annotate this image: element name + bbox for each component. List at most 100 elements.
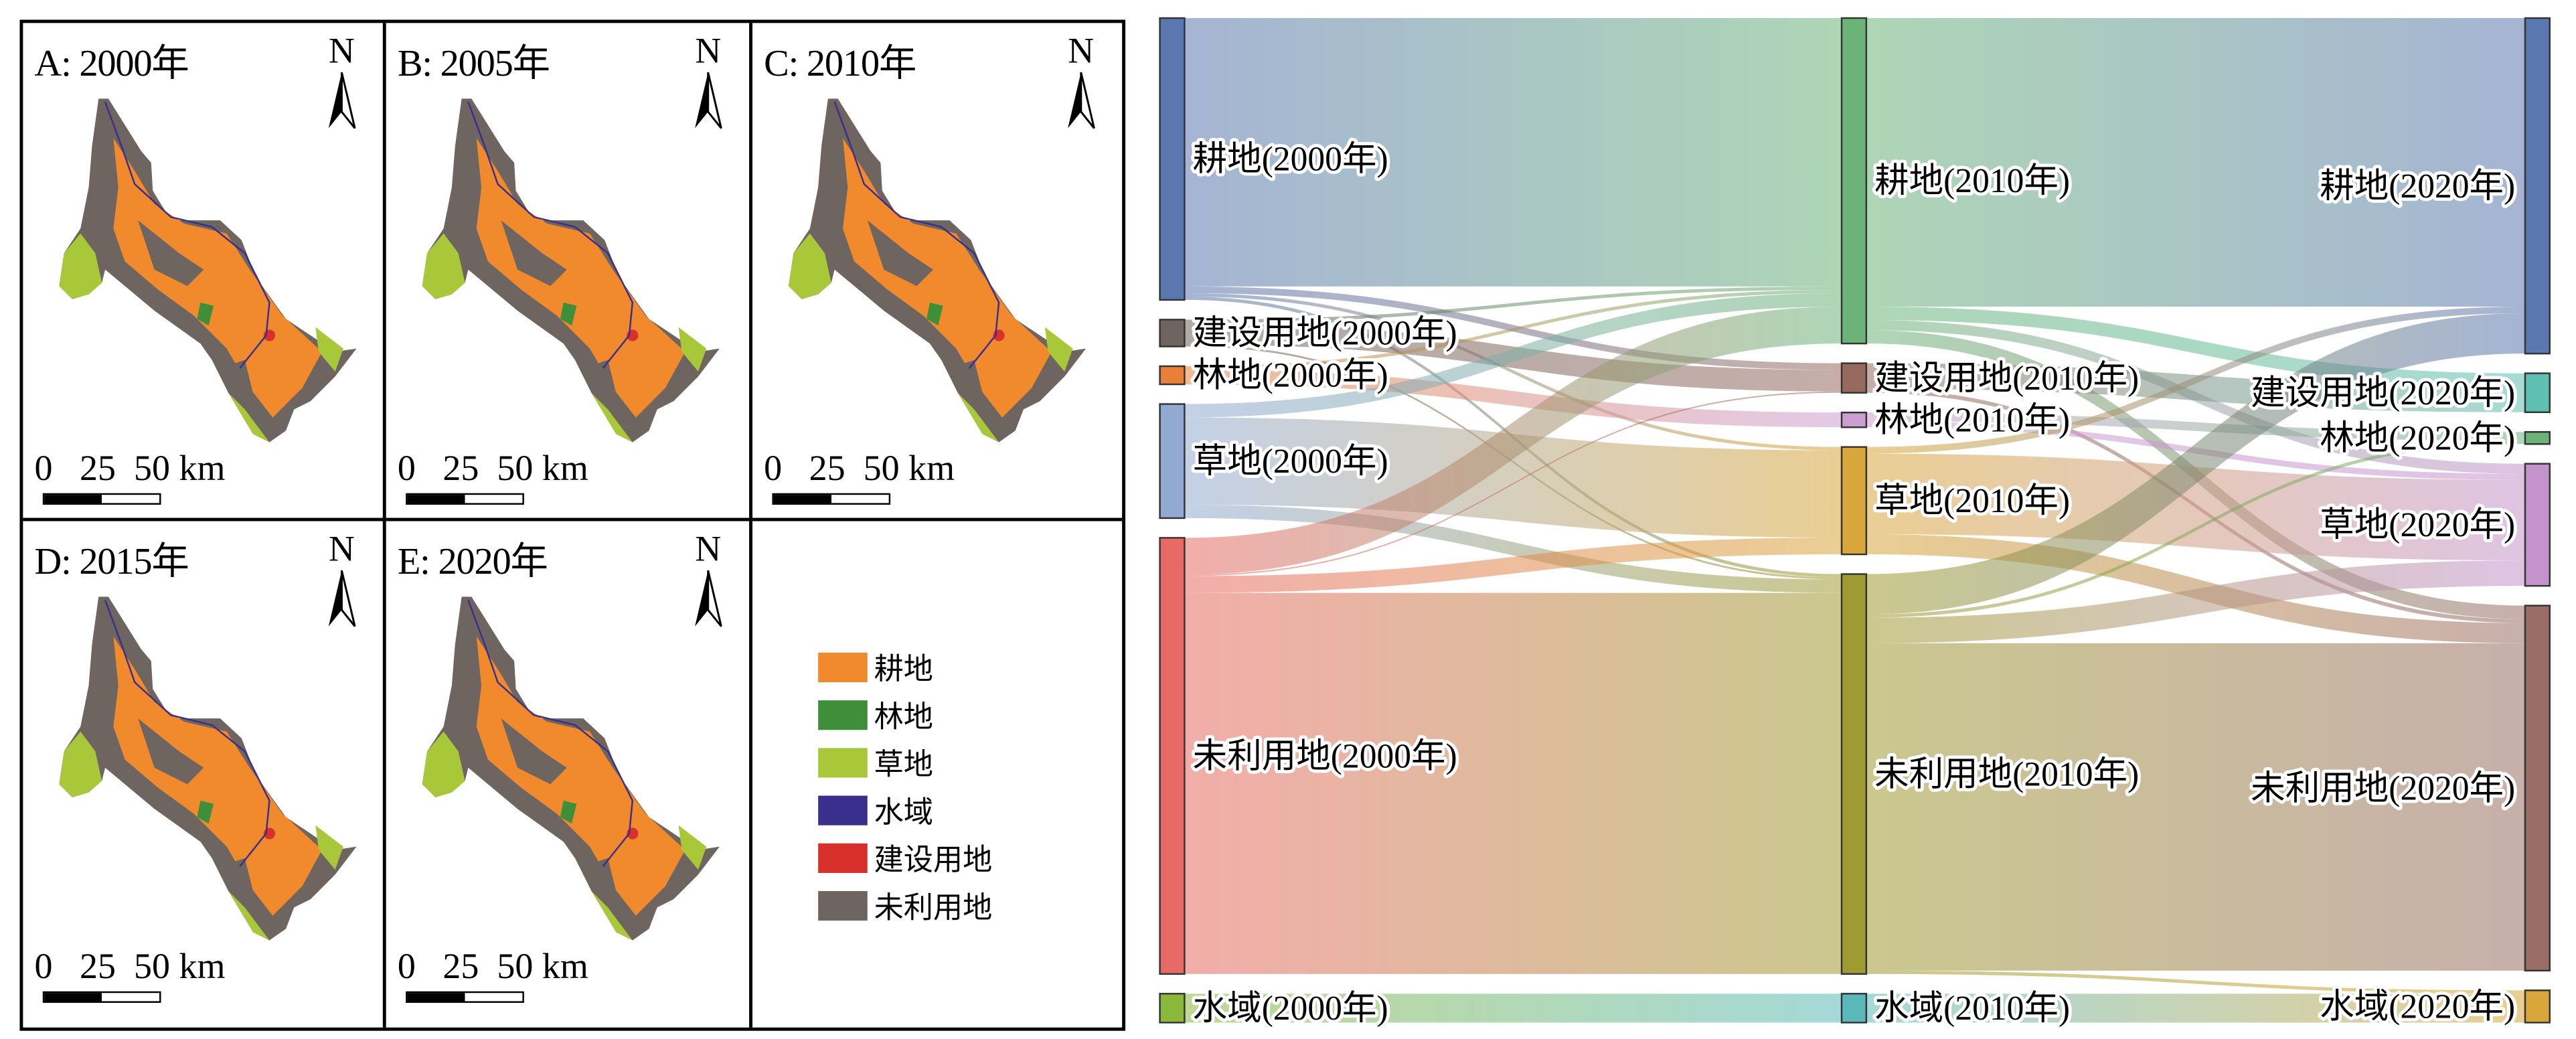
sankey-node-label: 草地(2020年) [2320, 506, 2515, 544]
sankey-node [2524, 17, 2551, 355]
north-label: N [695, 528, 722, 569]
north-label: N [328, 528, 355, 569]
scale-bar [42, 493, 161, 505]
scale-label: 0 25 50 km [34, 447, 226, 489]
sankey-node [1159, 403, 1186, 520]
north-arrow: N [323, 32, 359, 140]
north-arrow: N [690, 528, 726, 638]
sankey-node-label: 未利用地(2010年) [1874, 755, 2139, 793]
legend-swatch [818, 890, 868, 920]
sankey-link [1866, 306, 2525, 454]
sankey-link [1184, 286, 1842, 323]
land-use-map [422, 596, 720, 941]
sankey-link [1184, 289, 1842, 370]
north-arrow-icon [695, 72, 722, 129]
legend-swatch [818, 699, 868, 730]
sankey-link [1866, 412, 2525, 441]
sankey-link [1184, 993, 1842, 1023]
sankey-node [1159, 319, 1186, 347]
legend-panel: 耕地林地草地水域建设用地未利用地 [752, 521, 1122, 1027]
sankey-node-label: 林地(2010年) [1874, 401, 2070, 439]
map-panel-e: E: 2020年 N 0 25 50 km [386, 521, 752, 1028]
sankey-link [1184, 504, 1842, 593]
land-use-map [788, 98, 1086, 443]
map-panel-b: B: 2005年 N 0 25 50 km [386, 23, 752, 522]
legend-label: 水域 [874, 795, 933, 828]
sankey-node [1159, 537, 1186, 975]
land-use-map [422, 98, 720, 443]
sankey-link [1866, 560, 2525, 643]
north-arrow-icon [1068, 72, 1095, 129]
sankey-link [1866, 363, 2525, 412]
sankey-link [1866, 970, 2525, 994]
land-use-map [59, 98, 357, 443]
sankey-link [1866, 993, 2525, 1023]
north-arrow-icon [695, 570, 722, 627]
sankey-node-label: 未利用地(2020年) [2251, 769, 2515, 807]
sankey-node-label: 耕地(2000年) [1193, 141, 1388, 179]
north-arrow: N [323, 528, 359, 638]
sankey-node [1840, 993, 1868, 1024]
sankey-link [1184, 370, 1842, 428]
sankey-node [1840, 362, 1868, 394]
legend-item: 草地 [818, 738, 992, 786]
sankey-node-label: 水域(2010年) [1874, 989, 2070, 1028]
map-panel-a: A: 2000年 N 0 25 50 km [23, 23, 386, 522]
sankey-node-label: 草地(2010年) [1874, 482, 2070, 520]
legend-item: 未利用地 [818, 881, 992, 929]
legend-item: 建设用地 [818, 833, 992, 881]
sankey-node-label: 未利用地(2000年) [1193, 737, 1457, 775]
map-panel-d: D: 2015年 N 0 25 50 km [23, 521, 386, 1028]
sankey-node [1840, 446, 1868, 556]
land-use-map [59, 596, 357, 941]
legend-item: 林地 [818, 690, 992, 738]
map-title: D: 2015年 [34, 540, 189, 582]
sankey-node [1840, 573, 1868, 975]
legend-item: 水域 [818, 786, 992, 833]
scale-label: 0 25 50 km [397, 945, 588, 987]
legend-label: 耕地 [874, 651, 933, 685]
sankey-node-label: 林地(2000年) [1193, 357, 1388, 395]
north-arrow-icon [328, 72, 356, 129]
legend: 耕地林地草地水域建设用地未利用地 [818, 643, 992, 929]
sankey-node [2524, 605, 2551, 972]
sankey-node [1159, 993, 1186, 1024]
sankey-node [2524, 430, 2551, 445]
sankey-link [1184, 293, 1842, 418]
legend-swatch [818, 747, 868, 777]
legend-label: 草地 [874, 747, 933, 781]
map-title: A: 2000年 [34, 42, 189, 84]
legend-label: 未利用地 [874, 890, 993, 923]
north-arrow: N [690, 32, 726, 140]
scale-bar [406, 991, 524, 1003]
sankey-link [1184, 391, 1842, 576]
scale-bar [772, 493, 891, 505]
legend-swatch [818, 842, 868, 872]
sankey-link [1866, 18, 2525, 307]
sankey-link [1184, 417, 1842, 538]
sankey-node [2524, 372, 2551, 413]
sankey-node [1159, 17, 1186, 301]
scale-bar [406, 493, 524, 505]
sankey-links [1184, 18, 2525, 1023]
north-label: N [1068, 29, 1095, 71]
sankey-node-label: 水域(2020年) [2320, 988, 2515, 1026]
legend-label: 林地 [874, 699, 933, 733]
legend-item: 耕地 [818, 643, 992, 690]
sankey-node [1159, 365, 1186, 386]
scale-label: 0 25 50 km [397, 447, 588, 489]
sankey-node-label: 草地(2000年) [1193, 443, 1388, 481]
legend-swatch [818, 795, 868, 825]
sankey-link [1866, 313, 2525, 615]
sankey-link [1184, 306, 1842, 575]
sankey-node-label: 建设用地(2020年) [2251, 374, 2515, 412]
map-title: C: 2010年 [764, 42, 916, 84]
sankey-node-label: 建设用地(2000年) [1193, 315, 1457, 353]
sankey-node [1840, 411, 1868, 428]
sankey-link [1866, 441, 2525, 618]
scale-label: 0 25 50 km [34, 945, 226, 987]
sankey-node-label: 耕地(2020年) [2320, 167, 2515, 206]
legend-swatch [818, 651, 868, 682]
